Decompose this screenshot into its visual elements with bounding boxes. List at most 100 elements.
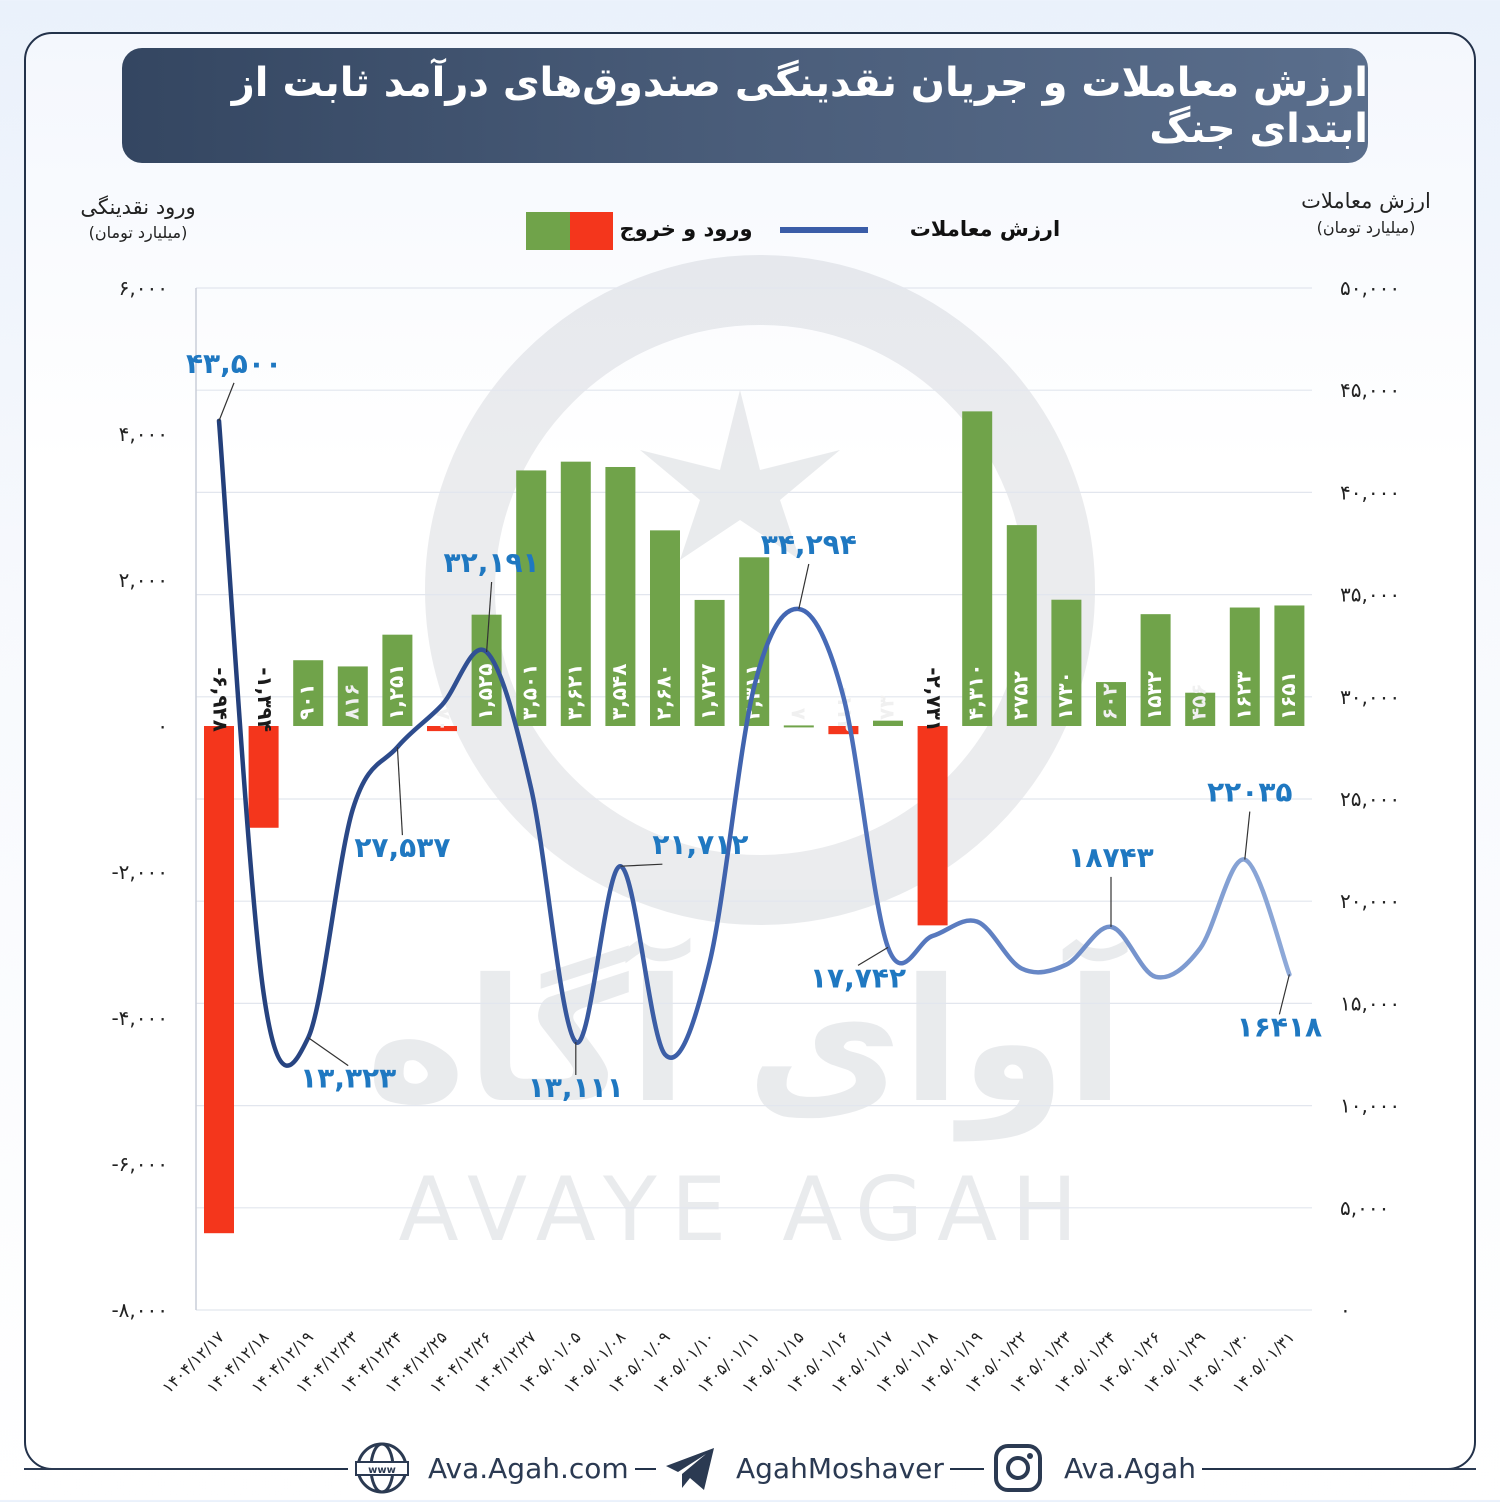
bar — [962, 411, 993, 726]
bar-value-label: ۱۶۵۱ — [1276, 671, 1300, 720]
bar — [337, 666, 368, 726]
bar — [783, 725, 814, 728]
website-link-text[interactable]: Ava.Agah.com — [428, 1451, 629, 1485]
watermark-star-icon — [640, 390, 840, 560]
bar — [1051, 599, 1082, 726]
left-tick-label: -۸,۰۰۰ — [111, 1298, 168, 1322]
right-axis-ticks: ۵۰,۰۰۰ ۴۵,۰۰۰ ۴۰,۰۰۰ ۳۵,۰۰۰ ۳۰,۰۰۰ ۲۵,۰۰۰ ۲۰,۰… — [1340, 276, 1400, 1322]
callout-label: ۳۲,۱۹۱ — [444, 546, 540, 579]
bar-value-label: ۱,۵۲۵ — [473, 664, 497, 720]
callout-label: ۱۶۴۱۸ — [1237, 1010, 1322, 1043]
bar — [293, 660, 324, 726]
left-tick-label: -۲,۰۰۰ — [111, 860, 168, 884]
right-axis-title: ارزش معاملات — [1301, 189, 1431, 213]
bar-value-label: ۱۶۲۳ — [1231, 671, 1255, 720]
bar — [605, 466, 636, 726]
bar-series: -۶,۹۴۸ -۱,۳۹۴ ۹۰۱ ۸۱۶ ۱,۲۵۱ -۷۰ ۱,۵۲۵ ۳,۵۰۱ ۳,۶۲… — [204, 411, 1305, 1234]
right-tick-label: ۰ — [1340, 1298, 1351, 1322]
x-axis-labels: ۱۴۰۴/۱۲/۱۷۱۴۰۴/۱۲/۱۸۱۴۰۴/۱۲/۱۹۱۴۰۴/۱۲/۲۳… — [158, 1327, 1298, 1397]
bar — [1185, 692, 1216, 726]
left-tick-label: ۶,۰۰۰ — [119, 276, 168, 300]
bar-value-label: ۴,۳۱۰ — [964, 664, 988, 720]
right-tick-label: ۲۵,۰۰۰ — [1340, 787, 1400, 811]
watermark-persian-text: آوای آگاه — [366, 937, 1128, 1142]
callout-leader — [307, 1037, 349, 1067]
footer: www Ava.Agah.com AgahMoshaver Ava.Agah — [0, 1432, 1500, 1502]
bar — [1096, 682, 1126, 726]
right-tick-label: ۱۰,۰۰۰ — [1340, 1094, 1400, 1118]
callout-label: ۲۱,۷۱۲ — [652, 828, 748, 861]
bar — [427, 726, 457, 732]
chart-canvas: آوای آگاه AVAYE AGAH ورود نقدینگی (میلیا… — [80, 189, 1431, 1397]
left-axis-unit: (میلیارد تومان) — [89, 223, 188, 243]
right-tick-label: ۴۰,۰۰۰ — [1340, 480, 1400, 504]
page-title-text: ارزش معاملات و جریان نقدینگی صندوق‌های د… — [231, 59, 1368, 152]
bar — [1006, 525, 1037, 726]
bar-value-label: -۱,۳۹۴ — [253, 667, 277, 732]
callout-label: ۱۸۷۴۳ — [1068, 841, 1153, 874]
bar — [1140, 614, 1171, 726]
instagram-handle-text[interactable]: Ava.Agah — [1064, 1451, 1196, 1485]
right-tick-label: ۲۰,۰۰۰ — [1340, 889, 1400, 913]
left-axis-title: ورود نقدینگی — [80, 195, 195, 219]
callout-label: ۳۴,۲۹۴ — [761, 528, 857, 561]
bar-value-label: ۹۰۱ — [295, 683, 319, 720]
callout-leader — [1278, 974, 1290, 1015]
callout-leader — [1244, 811, 1251, 860]
footer-divider-right — [1240, 1468, 1476, 1470]
bar-value-label: ۱,۷۲۷ — [696, 664, 720, 720]
bar-value-label: ۳,۵۴۸ — [607, 664, 631, 720]
legend-bar-label: ورود و خروج — [619, 217, 752, 242]
legend-bar-swatch-positive — [526, 212, 570, 250]
callout-leader — [620, 863, 663, 867]
footer-website[interactable]: www Ava.Agah.com — [348, 1440, 635, 1496]
footer-divider-left — [24, 1468, 260, 1470]
globe-icon: www — [355, 1442, 409, 1494]
right-tick-label: ۵,۰۰۰ — [1340, 1196, 1389, 1220]
footer-instagram[interactable]: Ava.Agah — [984, 1440, 1202, 1496]
callout-label: ۱۳,۳۲۳ — [300, 1062, 396, 1095]
footer-telegram[interactable]: AgahMoshaver — [656, 1440, 950, 1496]
telegram-handle-text[interactable]: AgahMoshaver — [736, 1451, 944, 1485]
legend: ارزش معاملات ورود و خروج — [526, 212, 1060, 250]
callout-label: ۱۷,۷۴۲ — [810, 961, 906, 994]
legend-bar-swatch-negative — [569, 212, 613, 250]
callout-leader — [486, 581, 493, 653]
callout-leader — [218, 382, 235, 422]
line-series — [216, 418, 1292, 1068]
bar-value-label: ۸۱۶ — [339, 683, 363, 720]
instagram-icon — [994, 1444, 1042, 1492]
bar-value-label: ۶۰۲ — [1098, 683, 1122, 720]
right-tick-label: ۴۵,۰۰۰ — [1340, 378, 1400, 402]
left-tick-label: -۶,۰۰۰ — [111, 1152, 168, 1176]
watermark: آوای آگاه AVAYE AGAH — [366, 255, 1128, 1261]
bar — [1274, 605, 1305, 726]
line-path — [216, 418, 1292, 1068]
bar-value-label: ۷۳ — [875, 696, 899, 720]
bar — [694, 599, 725, 726]
left-tick-label: ۰ — [157, 714, 168, 738]
bar — [917, 726, 948, 926]
bar-value-label: ۳,۵۰۱ — [518, 664, 542, 720]
bar — [650, 530, 680, 726]
right-tick-label: ۳۰,۰۰۰ — [1340, 685, 1400, 709]
left-axis-ticks: ۶,۰۰۰ ۴,۰۰۰ ۲,۰۰۰ ۰ -۲,۰۰۰ -۴,۰۰۰ -۶,۰۰۰ -۸,۰۰۰ — [111, 276, 168, 1322]
line-callouts: ۴۳,۵۰۰ ۱۳,۳۲۳ ۲۷,۵۳۷ ۳۲,۱۹۱ ۱۳,۱۱۱ ۲۱,۷۱۲ ۳۴,۲… — [186, 347, 1322, 1104]
bar — [739, 557, 770, 726]
watermark-latin-text: AVAYE AGAH — [398, 1158, 1091, 1261]
bar — [828, 726, 859, 735]
bar-value-label: ۸ — [785, 708, 809, 720]
page-title: ارزش معاملات و جریان نقدینگی صندوق‌های د… — [122, 48, 1368, 163]
bar-value-label: ۱۵۳۲ — [1142, 671, 1166, 720]
callout-label: ۲۲۰۳۵ — [1207, 776, 1292, 809]
callout-leader — [396, 747, 403, 836]
callout-leader — [798, 563, 810, 610]
bar — [516, 470, 547, 726]
bar — [560, 461, 591, 726]
bar — [382, 634, 413, 726]
callout-label: ۴۳,۵۰۰ — [186, 347, 282, 380]
right-tick-label: ۳۵,۰۰۰ — [1340, 583, 1400, 607]
bar-value-label: ۱۷۳۰ — [1053, 671, 1077, 720]
bar-value-label: ۲,۶۸۰ — [652, 664, 676, 720]
right-tick-label: ۵۰,۰۰۰ — [1340, 276, 1400, 300]
